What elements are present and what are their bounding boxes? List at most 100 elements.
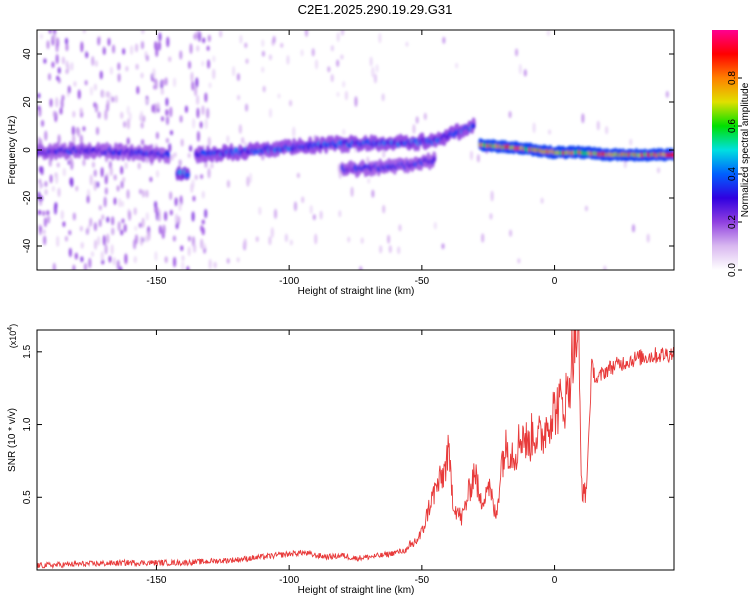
heatmap-cell bbox=[117, 62, 121, 71]
heatmap-cell bbox=[196, 107, 200, 119]
heatmap-cell bbox=[107, 37, 111, 47]
x-tick-label: -100 bbox=[279, 575, 299, 586]
heatmap-cell bbox=[270, 227, 274, 239]
heatmap-cell bbox=[219, 30, 223, 38]
heatmap-cell bbox=[375, 64, 379, 73]
heatmap-cell bbox=[286, 55, 290, 65]
heatmap-cell bbox=[197, 31, 202, 43]
heatmap-cell bbox=[405, 41, 409, 47]
heatmap-cell bbox=[169, 209, 173, 216]
heatmap-cell bbox=[481, 233, 485, 243]
heatmap-cell bbox=[49, 98, 53, 108]
heatmap-cell bbox=[126, 105, 130, 115]
heatmap-cell bbox=[55, 53, 59, 65]
heatmap-cell bbox=[80, 41, 84, 53]
heatmap-cell bbox=[204, 92, 208, 103]
heatmap-cell bbox=[138, 222, 142, 228]
heatmap-cell bbox=[162, 224, 166, 235]
heatmap-cell bbox=[173, 152, 177, 158]
heatmap-cell bbox=[51, 61, 55, 68]
heatmap-cell bbox=[94, 103, 99, 113]
heatmap-cell bbox=[184, 105, 189, 113]
heatmap-cell bbox=[151, 104, 155, 113]
heatmap-cell bbox=[38, 166, 43, 173]
heatmap-cell bbox=[471, 122, 476, 129]
spectrogram-y-ticks: -40 -20 0 20 40 bbox=[22, 48, 674, 253]
heatmap-cell bbox=[83, 262, 88, 270]
heatmap-cell bbox=[111, 227, 115, 236]
heatmap-cell bbox=[204, 208, 208, 219]
heatmap-cell bbox=[37, 191, 41, 202]
heatmap-cell bbox=[111, 44, 116, 54]
y-tick-label: 1.5 bbox=[22, 344, 33, 358]
heatmap-cell bbox=[120, 111, 124, 119]
heatmap-cell bbox=[172, 235, 177, 242]
heatmap-cell bbox=[85, 228, 89, 235]
heatmap-cell bbox=[141, 217, 145, 229]
heatmap-cell bbox=[130, 45, 134, 56]
x-tick-label: -50 bbox=[415, 276, 430, 287]
heatmap-cell bbox=[108, 255, 112, 263]
heatmap-cell bbox=[97, 111, 101, 119]
heatmap-cell bbox=[508, 229, 513, 237]
heatmap-cell bbox=[64, 37, 69, 45]
heatmap-cell bbox=[165, 137, 170, 144]
heatmap-cell bbox=[168, 56, 172, 62]
heatmap-cell bbox=[165, 115, 170, 126]
heatmap-cell bbox=[54, 202, 58, 209]
heatmap-cell bbox=[128, 210, 132, 221]
heatmap-cell bbox=[360, 237, 364, 244]
spectrogram-x-label: Height of straight line (km) bbox=[298, 286, 415, 297]
heatmap-cell bbox=[344, 90, 349, 101]
snr-y-multiplier-exponent: 4 bbox=[7, 327, 14, 331]
heatmap-cell bbox=[584, 205, 589, 212]
heatmap-cell bbox=[73, 81, 77, 87]
heatmap-cell bbox=[116, 185, 120, 192]
heatmap-cell bbox=[93, 222, 98, 232]
colorbar-tick-label: 0.2 bbox=[727, 215, 738, 229]
heatmap-cell bbox=[62, 221, 66, 228]
heatmap-cell bbox=[201, 190, 205, 199]
heatmap-cell bbox=[72, 134, 76, 145]
heatmap-cell bbox=[70, 177, 74, 188]
heatmap-cell bbox=[156, 102, 160, 110]
heatmap-cell bbox=[97, 235, 101, 246]
heatmap-cell bbox=[110, 244, 114, 255]
heatmap-cell bbox=[208, 258, 212, 270]
heatmap-cell bbox=[114, 95, 118, 103]
heatmap-cell bbox=[596, 120, 600, 131]
heatmap-cell bbox=[200, 174, 204, 180]
heatmap-cell bbox=[196, 130, 201, 142]
heatmap-cell bbox=[168, 143, 172, 153]
heatmap-cell bbox=[117, 73, 121, 83]
heatmap-cell bbox=[373, 73, 378, 84]
heatmap-cell bbox=[371, 189, 375, 198]
heatmap-cell bbox=[160, 87, 164, 96]
heatmap-cell bbox=[161, 79, 165, 86]
heatmap-cell bbox=[378, 32, 382, 44]
heatmap-cell bbox=[179, 50, 183, 60]
heatmap-cell bbox=[523, 69, 527, 77]
heatmap-cell bbox=[51, 185, 56, 192]
heatmap-cell bbox=[126, 137, 130, 144]
heatmap-cell bbox=[42, 229, 46, 235]
heatmap-cell bbox=[102, 46, 106, 56]
heatmap-cell bbox=[300, 49, 304, 57]
heatmap-cell bbox=[57, 187, 61, 198]
snr-plot-area bbox=[37, 330, 674, 570]
heatmap-cell bbox=[164, 211, 168, 222]
heatmap-cell bbox=[84, 79, 88, 86]
heatmap-cell bbox=[268, 108, 273, 118]
heatmap-cell bbox=[86, 195, 90, 204]
heatmap-cell bbox=[518, 63, 522, 75]
heatmap-cell bbox=[382, 149, 386, 159]
heatmap-cell bbox=[671, 152, 674, 158]
heatmap-cell bbox=[102, 90, 107, 98]
heatmap-cell bbox=[61, 56, 65, 65]
heatmap-cell bbox=[359, 266, 363, 270]
y-tick-label: 40 bbox=[22, 48, 33, 60]
heatmap-cell bbox=[469, 150, 474, 161]
heatmap-cell bbox=[60, 98, 64, 109]
heatmap-cell bbox=[202, 242, 207, 249]
